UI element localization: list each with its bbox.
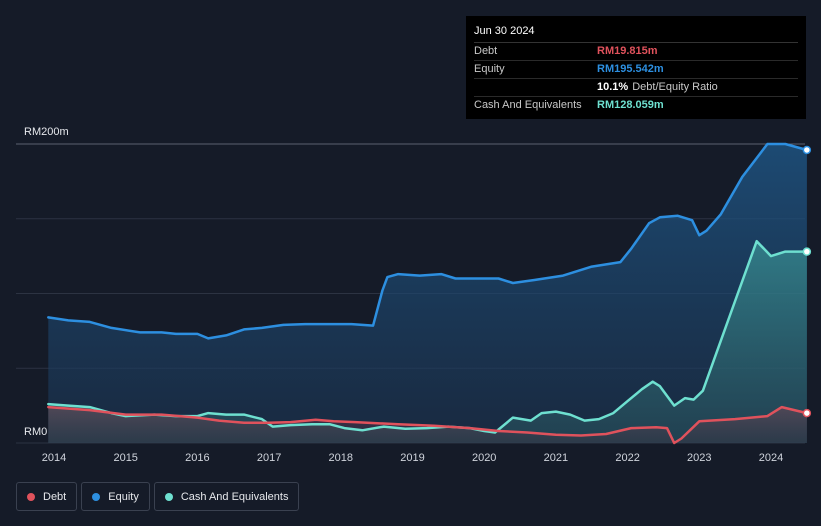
end-markers [802, 145, 812, 418]
legend-debt-label: Debt [43, 490, 67, 503]
x-tick-label: 2020 [472, 452, 496, 464]
tooltip-ratio-value: 10.1% [597, 81, 629, 93]
x-tick-label: 2015 [113, 452, 137, 464]
tooltip-panel: Jun 30 2024 Debt RM19.815m Equity RM195.… [466, 16, 806, 119]
legend-item-cash[interactable]: Cash And Equivalents [153, 482, 300, 511]
equity-line [47, 142, 809, 340]
equity-end-marker [802, 145, 812, 155]
x-tick-label: 2018 [329, 452, 353, 464]
tooltip-debt-label: Debt [474, 45, 498, 57]
x-tick-label: 2023 [687, 452, 711, 464]
legend-cash-label: Cash And Equivalents [180, 490, 289, 503]
legend-cash-dot-icon [164, 492, 173, 501]
tooltip-cash-value: RM128.059m [597, 99, 664, 111]
legend: Debt Equity Cash And Equivalents [16, 482, 303, 511]
x-tick-label: 2024 [759, 452, 783, 464]
tooltip-date: Jun 30 2024 [474, 24, 798, 43]
series-areas [48, 144, 807, 443]
tooltip-ratio-label: Debt/Equity Ratio [632, 81, 718, 93]
legend-item-debt[interactable]: Debt [16, 482, 78, 511]
cash-line [47, 239, 809, 434]
tooltip-debt-value: RM19.815m [597, 45, 658, 57]
x-axis: 2014 2015 2016 2017 2018 2019 2020 2021 2022 2023… [42, 452, 783, 464]
tooltip-equity-label: Equity [474, 63, 505, 75]
legend-item-equity[interactable]: Equity [81, 482, 150, 511]
y-tick-label: RM200m [24, 126, 69, 138]
cash-end-marker [802, 247, 812, 256]
x-tick-label: 2017 [257, 452, 281, 464]
tooltip-row-cash: Cash And Equivalents RM128.059m [474, 97, 798, 114]
x-tick-label: 2019 [400, 452, 424, 464]
legend-debt-dot-icon [27, 492, 35, 501]
legend-equity-dot-icon [92, 492, 101, 501]
y-tick-label: RM0 [24, 426, 47, 438]
equity-area [48, 144, 807, 443]
debt-area [48, 407, 807, 443]
debt-end-marker [802, 408, 812, 418]
x-tick-label: 2014 [42, 452, 66, 464]
tooltip-equity-value: RM195.542m [597, 63, 664, 75]
tooltip-cash-label: Cash And Equivalents [474, 99, 582, 111]
series-lines [47, 142, 809, 445]
x-tick-label: 2022 [615, 452, 639, 464]
tooltip-row-equity: Equity RM195.542m [474, 61, 798, 79]
legend-equity-label: Equity [108, 490, 139, 503]
debt-line [47, 405, 809, 445]
x-tick-label: 2021 [544, 452, 568, 464]
x-tick-label: 2016 [185, 452, 209, 464]
y-axis-labels: RM200m RM0 [24, 126, 69, 438]
tooltip-row-ratio: 10.1% Debt/Equity Ratio [474, 79, 798, 97]
tooltip-row-debt: Debt RM19.815m [474, 43, 798, 61]
